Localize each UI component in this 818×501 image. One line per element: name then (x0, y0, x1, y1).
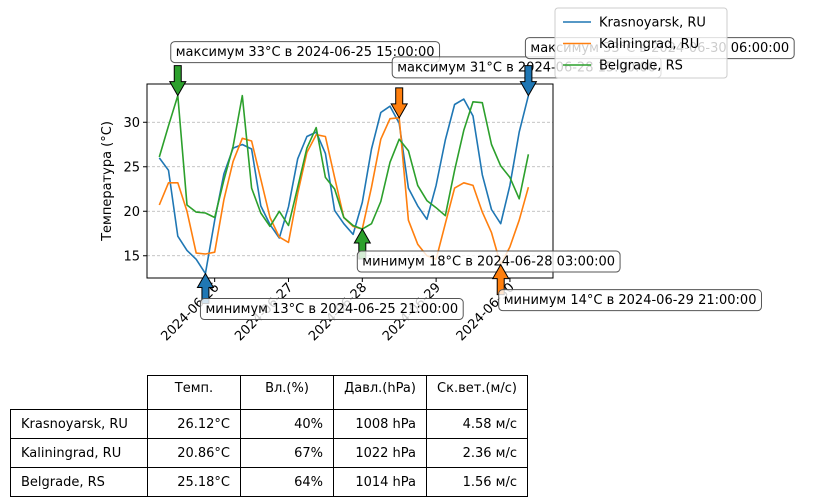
y-tick-label: 30 (123, 116, 140, 131)
annotation: минимум 14°C в 2024-06-29 21:00:00 (491, 263, 762, 312)
cell-wind: 1.56 м/с (426, 467, 528, 497)
table-row: Kaliningrad, RU 20.86°C 67% 1022 hPa 2.3… (10, 438, 528, 468)
annotation-arrow (168, 65, 187, 97)
annotation-label: минимум 18°C в 2024-06-28 03:00:00 (362, 255, 615, 270)
annotation-box (356, 250, 621, 273)
annotation-label: минимум 13°C в 2024-06-25 21:00:00 (205, 302, 458, 317)
weather-table: Темп. Вл.(%) Давл.(hPa) Ск.вет.(м/с) Kra… (10, 375, 528, 497)
table-header-row: Темп. Вл.(%) Давл.(hPa) Ск.вет.(м/с) (10, 375, 528, 410)
y-axis-ticks: 15 20 25 30 (123, 116, 147, 264)
series-line (158, 94, 530, 230)
y-tick-label: 25 (123, 160, 140, 175)
cell-pressure: 1022 hPa (333, 438, 427, 468)
cell-pressure: 1008 hPa (333, 409, 427, 439)
column-header-wind: Ск.вет.(м/с) (426, 375, 528, 410)
plot-frame (146, 83, 554, 279)
y-tick-label: 15 (123, 249, 140, 264)
cell-wind: 2.36 м/с (426, 438, 528, 468)
annotation-box (170, 41, 441, 64)
cell-temp: 25.18°C (147, 467, 241, 497)
table-row: Belgrade, RS 25.18°C 64% 1014 hPa 1.56 м… (10, 467, 528, 497)
cell-temp: 20.86°C (147, 438, 241, 468)
legend: Krasnoyarsk, RU Kaliningrad, RU Belgrade, … (554, 7, 728, 79)
row-city: Krasnoyarsk, RU (10, 409, 148, 439)
annotation-label: минимум 14°C в 2024-06-29 21:00:00 (504, 293, 757, 308)
cell-pressure: 1014 hPa (333, 467, 427, 497)
cell-wind: 4.58 м/с (426, 409, 528, 439)
cell-humidity: 40% (240, 409, 334, 439)
legend-box (554, 7, 728, 79)
cell-temp: 26.12°C (147, 409, 241, 439)
annotation-label: максимум 33°C в 2024-06-25 15:00:00 (176, 45, 435, 60)
annotations: максимум 33°C в 2024-06-25 15:00:00 миним… (168, 37, 795, 321)
y-axis-label: Температура (°C) (100, 121, 115, 242)
legend-entry: Krasnoyarsk, RU (599, 16, 706, 31)
table-corner (10, 375, 148, 410)
legend-entry: Belgrade, RS (599, 59, 683, 74)
row-city: Belgrade, RS (10, 467, 148, 497)
column-header-pressure: Давл.(hPa) (333, 375, 427, 410)
annotation-box (199, 298, 464, 321)
legend-entry: Kaliningrad, RU (599, 37, 699, 52)
annotation: минимум 13°C в 2024-06-25 21:00:00 (196, 272, 464, 321)
series-line (158, 117, 530, 266)
grid-lines (147, 121, 553, 257)
cell-humidity: 67% (240, 438, 334, 468)
table-row: Krasnoyarsk, RU 26.12°C 40% 1008 hPa 4.5… (10, 409, 528, 439)
y-tick-label: 20 (123, 205, 140, 220)
annotation: минимум 18°C в 2024-06-28 03:00:00 (353, 228, 621, 273)
annotation-arrow (390, 87, 409, 119)
annotation-arrow (519, 65, 538, 97)
column-header-temp: Темп. (147, 375, 241, 410)
series-lines (158, 94, 530, 275)
column-header-humidity: Вл.(%) (240, 375, 334, 410)
annotation-box (498, 289, 762, 312)
cell-humidity: 64% (240, 467, 334, 497)
row-city: Kaliningrad, RU (10, 438, 148, 468)
annotation: максимум 33°C в 2024-06-25 15:00:00 (168, 41, 441, 97)
